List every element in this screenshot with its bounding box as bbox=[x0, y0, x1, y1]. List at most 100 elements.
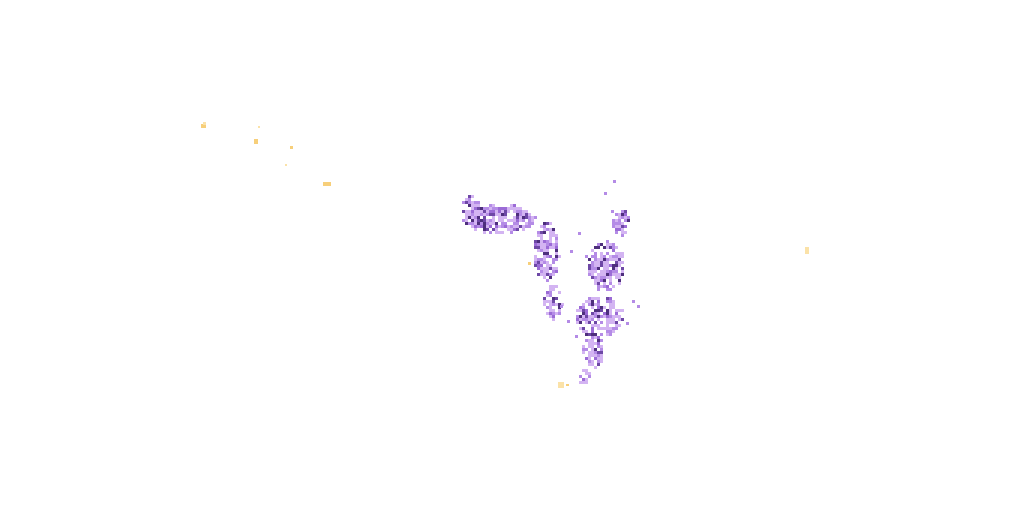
density-cell bbox=[552, 312, 555, 315]
outlier-point bbox=[566, 384, 569, 386]
density-cell bbox=[585, 300, 588, 303]
density-cell bbox=[507, 210, 510, 213]
density-cell bbox=[600, 252, 603, 255]
density-cell bbox=[546, 222, 549, 225]
density-cell bbox=[606, 264, 609, 267]
density-cell bbox=[534, 243, 537, 246]
density-cell bbox=[525, 222, 528, 225]
density-cell bbox=[603, 282, 606, 285]
density-cell bbox=[618, 213, 621, 216]
density-cell bbox=[531, 219, 534, 222]
density-cell bbox=[618, 318, 621, 321]
density-cell bbox=[609, 333, 612, 336]
density-cell bbox=[543, 255, 546, 258]
density-cell bbox=[555, 252, 558, 255]
density-cell bbox=[621, 252, 624, 255]
density-cell bbox=[543, 261, 546, 264]
density-cell bbox=[582, 312, 585, 315]
density-cell bbox=[606, 261, 609, 264]
density-cell bbox=[637, 305, 640, 308]
density-cell bbox=[549, 285, 552, 288]
density-cell bbox=[534, 246, 537, 249]
density-cell bbox=[546, 279, 549, 282]
density-cell bbox=[534, 258, 537, 261]
density-cell bbox=[597, 303, 600, 306]
density-cell bbox=[612, 255, 615, 258]
density-cell bbox=[546, 294, 549, 297]
density-cell bbox=[546, 249, 549, 252]
density-cell bbox=[474, 201, 477, 204]
density-cell bbox=[501, 222, 504, 225]
density-cell bbox=[606, 318, 609, 321]
density-cell bbox=[600, 270, 603, 273]
density-cell bbox=[552, 261, 555, 264]
density-cell bbox=[558, 312, 561, 315]
density-cell bbox=[588, 375, 591, 378]
density-cell bbox=[504, 207, 507, 210]
outlier-point bbox=[290, 146, 293, 149]
density-cell bbox=[516, 225, 519, 228]
density-cell bbox=[615, 228, 618, 231]
density-cell bbox=[585, 348, 588, 351]
density-cell bbox=[528, 219, 531, 222]
density-cell bbox=[603, 246, 606, 249]
density-cell bbox=[615, 255, 618, 258]
density-cell bbox=[567, 320, 570, 323]
density-cell bbox=[522, 216, 525, 219]
density-cell bbox=[615, 231, 618, 234]
density-cell bbox=[606, 300, 609, 303]
density-cell bbox=[474, 213, 477, 216]
density-cell bbox=[549, 276, 552, 279]
density-cell bbox=[465, 210, 468, 213]
density-cell bbox=[513, 216, 516, 219]
density-cell bbox=[549, 243, 552, 246]
density-cell bbox=[588, 321, 591, 324]
density-cell bbox=[621, 309, 624, 312]
density-cell bbox=[585, 309, 588, 312]
density-cell bbox=[594, 309, 597, 312]
density-cell bbox=[474, 207, 477, 210]
outlier-point bbox=[323, 182, 331, 186]
density-cell bbox=[465, 216, 468, 219]
density-cell bbox=[549, 294, 552, 297]
density-cell bbox=[621, 273, 624, 276]
density-cell bbox=[480, 222, 483, 225]
density-cell bbox=[600, 306, 603, 309]
density-cell bbox=[588, 345, 591, 348]
density-cell bbox=[609, 273, 612, 276]
density-cell bbox=[549, 312, 552, 315]
density-cell bbox=[621, 222, 624, 225]
density-cell bbox=[516, 207, 519, 210]
density-cell bbox=[588, 315, 591, 318]
density-cell bbox=[492, 219, 495, 222]
density-cell bbox=[606, 246, 609, 249]
density-cell bbox=[549, 234, 552, 237]
density-cell bbox=[477, 222, 480, 225]
density-cell bbox=[588, 339, 591, 342]
density-cell bbox=[552, 231, 555, 234]
density-cell bbox=[597, 282, 600, 285]
density-cell bbox=[585, 333, 588, 336]
density-cell bbox=[468, 216, 471, 219]
density-cell bbox=[549, 315, 552, 318]
density-cell bbox=[519, 207, 522, 210]
density-cell bbox=[522, 225, 525, 228]
density-cell bbox=[582, 315, 585, 318]
density-cell bbox=[552, 270, 555, 273]
density-cell bbox=[576, 318, 579, 321]
density-cell bbox=[471, 195, 474, 198]
density-cell bbox=[591, 267, 594, 270]
density-cell bbox=[549, 267, 552, 270]
density-cell bbox=[477, 213, 480, 216]
density-cell bbox=[594, 279, 597, 282]
density-cell bbox=[597, 300, 600, 303]
density-cell bbox=[594, 333, 597, 336]
density-cell bbox=[615, 309, 618, 312]
density-cell bbox=[582, 309, 585, 312]
density-cell bbox=[609, 258, 612, 261]
density-cell bbox=[612, 264, 615, 267]
density-cell bbox=[585, 330, 588, 333]
density-cell bbox=[516, 219, 519, 222]
